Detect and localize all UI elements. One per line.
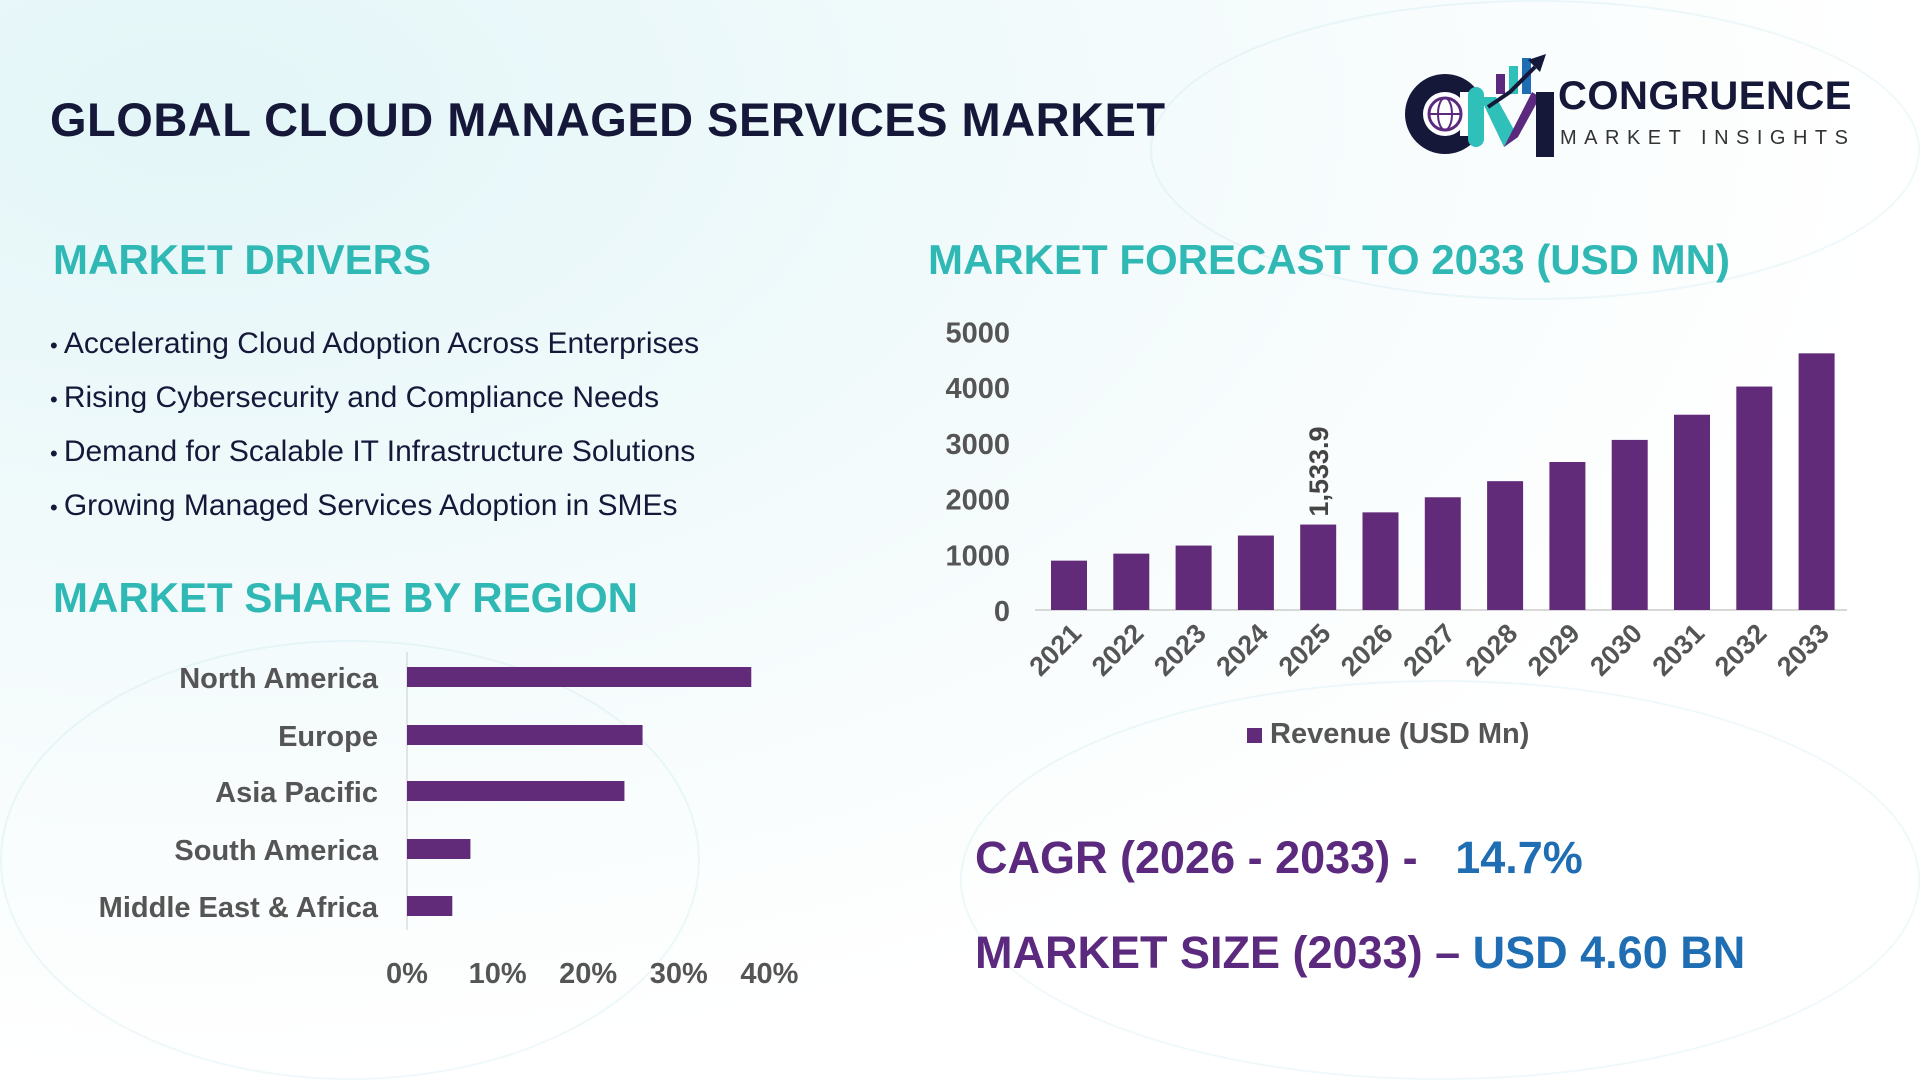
background-wave — [960, 680, 1920, 1080]
driver-item: Rising Cybersecurity and Compliance Need… — [50, 378, 890, 432]
bar — [1175, 545, 1212, 610]
forecast-heading: MARKET FORECAST TO 2033 (USD MN) — [928, 236, 1730, 283]
bar — [1237, 535, 1274, 610]
bar — [1549, 462, 1586, 610]
bar — [407, 896, 453, 916]
driver-item: Demand for Scalable IT Infrastructure So… — [50, 432, 890, 486]
category-label: South America — [174, 835, 378, 867]
cagr-stat: CAGR (2026 - 2033) - 14.7% — [975, 832, 1583, 884]
x-tick-label: 2024 — [1210, 618, 1274, 682]
market-size-label: MARKET SIZE (2033) – — [975, 927, 1461, 978]
category-label: Middle East & Africa — [99, 892, 379, 924]
x-tick-label: 2025 — [1273, 618, 1337, 682]
forecast-chart: 0100020003000400050002021202220232024202… — [945, 318, 1847, 750]
x-tick-label: 2030 — [1584, 618, 1648, 682]
drivers-heading: MARKET DRIVERS — [53, 236, 432, 283]
bar — [407, 839, 471, 859]
y-tick-label: 5000 — [945, 318, 1010, 350]
x-tick-label: 2027 — [1397, 618, 1461, 682]
bar — [1611, 439, 1648, 610]
x-tick-label: 10% — [469, 958, 527, 990]
region-heading: MARKET SHARE BY REGION — [53, 574, 638, 621]
x-tick-label: 2022 — [1086, 618, 1150, 682]
drivers-list: Accelerating Cloud Adoption Across Enter… — [50, 324, 890, 540]
y-tick-label: 0 — [994, 596, 1010, 628]
driver-item: Growing Managed Services Adoption in SME… — [50, 486, 890, 540]
x-tick-label: 2032 — [1709, 618, 1773, 682]
y-tick-label: 2000 — [945, 485, 1010, 517]
bar — [407, 667, 752, 687]
x-tick-label: 0% — [386, 958, 428, 990]
x-tick-label: 2031 — [1647, 618, 1711, 682]
x-tick-label: 2026 — [1335, 618, 1399, 682]
cagr-value: 14.7% — [1455, 832, 1583, 883]
y-tick-label: 3000 — [945, 429, 1010, 461]
x-tick-label: 20% — [559, 958, 617, 990]
x-tick-label: 2029 — [1522, 618, 1586, 682]
legend-swatch — [1247, 728, 1262, 743]
x-tick-label: 30% — [650, 958, 708, 990]
y-tick-label: 4000 — [945, 373, 1010, 405]
bar — [1424, 497, 1461, 610]
data-label: 1,533.9 — [1304, 426, 1334, 516]
background-wave — [1150, 0, 1920, 300]
background-wave — [0, 640, 700, 1080]
logo-name: CONGRUENCE — [1558, 74, 1852, 118]
x-tick-label: 40% — [740, 958, 798, 990]
bar — [407, 725, 643, 745]
region-chart: North America Europe Asia Pacific South Ame… — [99, 652, 799, 990]
market-size-value: USD 4.60 BN — [1472, 927, 1746, 978]
bar — [407, 781, 625, 801]
legend-label: Revenue (USD Mn) — [1270, 718, 1529, 750]
category-label: Europe — [278, 721, 378, 753]
logo-icon — [1405, 54, 1554, 157]
bar — [1798, 353, 1835, 610]
logo-subtitle: MARKET INSIGHTS — [1560, 127, 1856, 149]
y-tick-label: 1000 — [945, 540, 1010, 572]
x-tick-label: 2033 — [1771, 618, 1835, 682]
bar — [1736, 386, 1773, 610]
x-tick-label: 2028 — [1460, 618, 1524, 682]
bar — [1362, 512, 1399, 610]
bar — [1487, 481, 1524, 610]
bar — [1051, 560, 1087, 610]
page-title: GLOBAL CLOUD MANAGED SERVICES MARKET — [50, 93, 1166, 146]
category-label: Asia Pacific — [215, 777, 378, 809]
category-label: North America — [179, 663, 379, 695]
bar — [1674, 414, 1710, 610]
x-tick-label: 2023 — [1148, 618, 1212, 682]
x-tick-label: 2021 — [1024, 618, 1088, 682]
bar — [1300, 524, 1337, 610]
market-size-stat: MARKET SIZE (2033) – USD 4.60 BN — [975, 927, 1745, 979]
bar — [1113, 553, 1150, 610]
cagr-label: CAGR (2026 - 2033) - — [975, 832, 1418, 883]
driver-item: Accelerating Cloud Adoption Across Enter… — [50, 324, 890, 378]
